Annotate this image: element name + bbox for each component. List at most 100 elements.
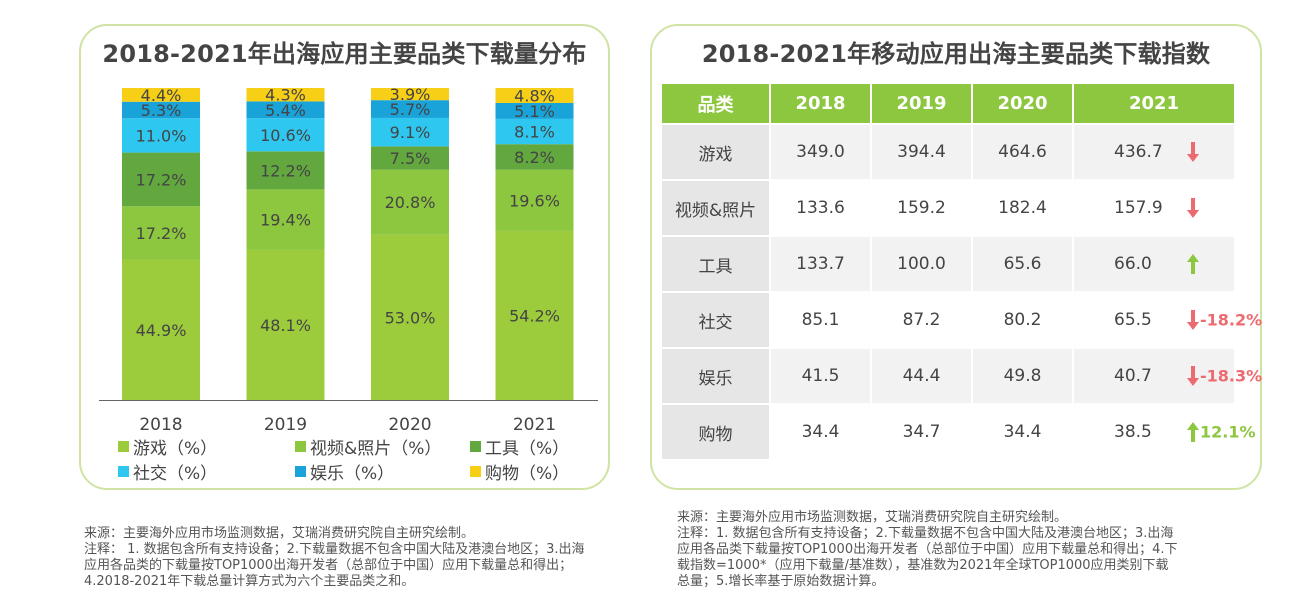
bar-segment <box>122 101 200 119</box>
bar-segment <box>371 169 449 235</box>
value-2019: 100.0 <box>871 235 973 292</box>
bar-segment <box>246 101 325 119</box>
data-label: 5.3% <box>141 101 182 120</box>
data-label: 17.2% <box>136 224 187 243</box>
data-label: 5.4% <box>265 101 306 120</box>
arrow-up-icon <box>1187 254 1199 274</box>
legend-item: 视频&照片（%） <box>295 434 441 459</box>
category-cell: 购物 <box>662 403 771 459</box>
right-note-line: 注释：1. 数据包含所有支持设备；2.下载量数据不包含中国大陆及港澳台地区；3.… <box>677 526 1174 541</box>
header-2020: 2020 <box>972 84 1074 124</box>
category-cell: 视频&照片 <box>662 179 771 236</box>
value-2019: 44.4 <box>871 347 973 404</box>
bar-segment <box>495 118 574 145</box>
legend-swatch <box>118 466 129 477</box>
category-cell: 游戏 <box>662 123 771 180</box>
bar-segment <box>495 144 574 170</box>
arrow-down-icon <box>1187 310 1199 330</box>
value-2018: 34.4 <box>770 403 872 459</box>
value-2021-cell: 157.9 <box>1073 179 1236 236</box>
legend-label: 视频&照片（%） <box>310 439 442 459</box>
header-category: 品类 <box>662 84 771 124</box>
data-label: 54.2% <box>509 306 560 325</box>
data-label: 10.6% <box>260 126 311 145</box>
bar-segment <box>246 189 325 250</box>
value-2021: 436.7 <box>1114 142 1163 162</box>
bar-segment <box>371 234 449 400</box>
right-table-title: 2018-2021年移动应用出海主要品类下载指数 <box>701 40 1211 68</box>
value-2021-cell: 66.0 <box>1073 235 1236 292</box>
legend-item: 工具（%） <box>470 434 569 459</box>
category-cell: 娱乐 <box>662 347 771 404</box>
value-2020: 49.8 <box>972 347 1074 404</box>
left-note-line: 注释： 1. 数据包含所有支持设备；2.下载量数据不包含中国大陆及港澳台地区；3… <box>84 542 585 557</box>
bar-segment <box>122 152 200 207</box>
value-2021: 65.5 <box>1114 310 1152 330</box>
bar-segment <box>371 117 449 147</box>
right-note-line: 应用各品类下载量按TOP1000出海开发者（总部位于中国）应用下载量总和得出；4… <box>677 542 1178 557</box>
bar-segment <box>122 118 200 153</box>
data-label: 7.5% <box>390 149 431 168</box>
arrow-down-icon <box>1187 198 1199 218</box>
header-2019: 2019 <box>871 84 973 124</box>
category-cell: 社交 <box>662 291 771 348</box>
table-row: 娱乐 41.5 44.4 49.8 40.7 -18.3% <box>662 347 1262 404</box>
bar-segment <box>495 102 574 119</box>
data-label: 9.1% <box>390 123 431 142</box>
value-2018: 133.6 <box>770 179 872 236</box>
growth-rate: -18.3% <box>1200 366 1263 386</box>
data-label: 20.8% <box>385 193 436 212</box>
legend-item: 社交（%） <box>118 459 217 484</box>
value-2018: 349.0 <box>770 123 872 180</box>
value-2021-cell: 436.7 <box>1073 123 1236 180</box>
bar-segment <box>246 118 325 152</box>
left-note-line: 4.2018-2021年下载总量计算方式为六个主要品类之和。 <box>84 574 415 589</box>
table-row: 购物 34.4 34.7 34.4 38.5 12.1% <box>662 403 1256 459</box>
bar-segment <box>371 100 449 118</box>
data-label: 19.4% <box>260 211 311 230</box>
table-row: 视频&照片 133.6 159.2 182.4 157.9 <box>662 179 1236 236</box>
data-label: 4.8% <box>514 86 555 105</box>
legend-swatch <box>470 466 481 477</box>
bar-segment <box>495 230 574 400</box>
data-label: 3.9% <box>390 85 431 104</box>
arrow-down-icon <box>1187 142 1199 162</box>
download-index-table: 品类 2018 2019 2020 2021 游戏 349.0 394.4 464.6… <box>662 84 1262 459</box>
left-chart-title: 2018-2021年出海应用主要品类下载量分布 <box>102 40 587 68</box>
growth-rate: 12.1% <box>1200 422 1256 442</box>
x-tick-label: 2018 <box>139 415 182 435</box>
x-tick-label: 2020 <box>388 415 431 435</box>
bar-segment <box>495 169 574 231</box>
legend-label: 社交（%） <box>133 464 218 484</box>
bar-segment <box>371 88 449 101</box>
data-label: 53.0% <box>385 308 436 327</box>
value-2021-cell: 38.5 12.1% <box>1073 403 1256 459</box>
value-2018: 133.7 <box>770 235 872 292</box>
header-2021: 2021 <box>1073 84 1236 124</box>
data-label: 48.1% <box>260 316 311 335</box>
value-2020: 34.4 <box>972 403 1074 459</box>
data-label: 44.9% <box>136 321 187 340</box>
value-2018: 85.1 <box>770 291 872 348</box>
legend-label: 游戏（%） <box>133 439 218 459</box>
value-2018: 41.5 <box>770 347 872 404</box>
value-2019: 394.4 <box>871 123 973 180</box>
data-label: 11.0% <box>136 126 187 145</box>
legend-swatch <box>470 441 481 452</box>
value-2019: 34.7 <box>871 403 973 459</box>
data-label: 4.3% <box>265 86 306 105</box>
data-label: 5.7% <box>390 100 431 119</box>
data-label: 17.2% <box>136 170 187 189</box>
bar-segment <box>122 259 200 400</box>
value-2021: 157.9 <box>1114 198 1163 218</box>
value-2019: 159.2 <box>871 179 973 236</box>
legend-label: 娱乐（%） <box>310 464 395 484</box>
right-note-line: 总量；5.增长率基于原始数据计算。 <box>677 574 885 589</box>
legend-swatch <box>295 466 306 477</box>
bar-segment <box>371 146 449 170</box>
data-label: 19.6% <box>509 191 560 210</box>
left-note-line: 来源：主要海外应用市场监测数据，艾瑞消费研究院自主研究绘制。 <box>84 526 475 541</box>
x-tick-label: 2021 <box>513 415 556 435</box>
value-2021: 66.0 <box>1114 254 1152 274</box>
